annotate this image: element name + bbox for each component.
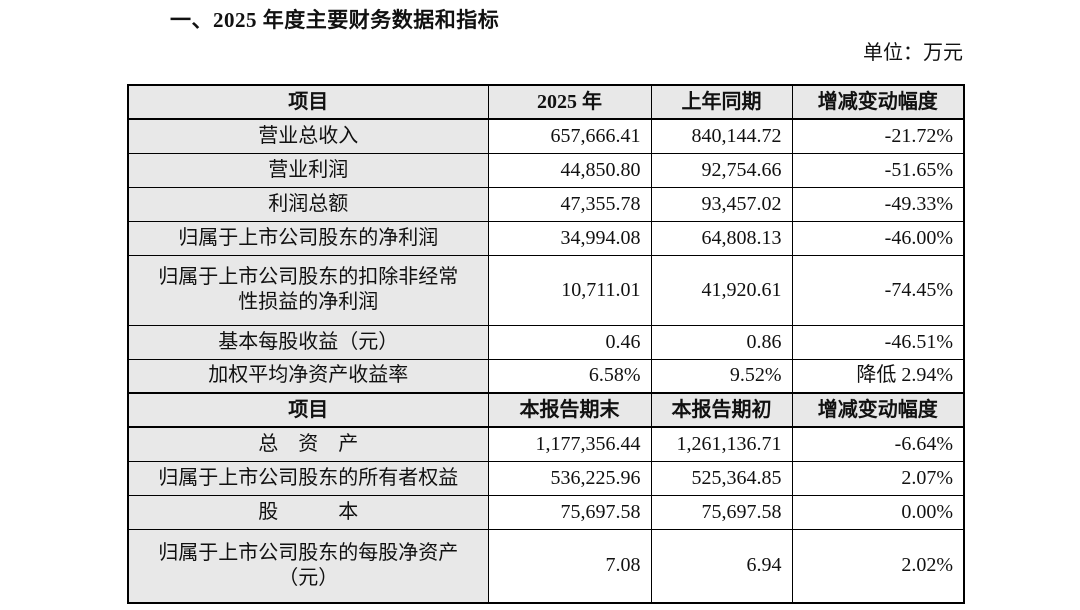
section-title: 一、2025 年度主要财务数据和指标 (170, 8, 500, 32)
table2-header-item: 项目 (127, 392, 489, 428)
table1-header-change: 增减变动幅度 (791, 84, 965, 120)
value-cell-current: 1,177,356.44 (487, 426, 652, 462)
item-cell: 股 本 (127, 494, 489, 530)
value-cell-change: -74.45% (791, 254, 965, 326)
table-row-weighted-avg-roe: 加权平均净资产收益率 6.58% 9.52% 降低 2.94% (127, 358, 965, 394)
value-cell-change: -21.72% (791, 118, 965, 154)
value-cell-prior: 93,457.02 (650, 186, 793, 222)
value-cell-current: 0.46 (487, 324, 652, 360)
table1-header-row: 项目 2025 年 上年同期 增减变动幅度 (127, 84, 965, 120)
value-cell-current: 34,994.08 (487, 220, 652, 256)
value-cell-prior: 6.94 (650, 528, 793, 604)
table-row-total-profit: 利润总额 47,355.78 93,457.02 -49.33% (127, 186, 965, 222)
value-cell-prior: 840,144.72 (650, 118, 793, 154)
item-cell: 营业总收入 (127, 118, 489, 154)
table-row-basic-eps: 基本每股收益（元） 0.46 0.86 -46.51% (127, 324, 965, 360)
value-cell-prior: 41,920.61 (650, 254, 793, 326)
table-row-total-assets: 总 资 产 1,177,356.44 1,261,136.71 -6.64% (127, 426, 965, 462)
table1-header-current: 2025 年 (487, 84, 652, 120)
value-cell-current: 7.08 (487, 528, 652, 604)
table-row-operating-profit: 营业利润 44,850.80 92,754.66 -51.65% (127, 152, 965, 188)
item-cell: 归属于上市公司股东的净利润 (127, 220, 489, 256)
item-cell: 营业利润 (127, 152, 489, 188)
value-cell-current: 6.58% (487, 358, 652, 394)
unit-label: 单位：万元 (863, 42, 963, 64)
value-cell-change: 降低 2.94% (791, 358, 965, 394)
item-cell: 归属于上市公司股东的每股净资产 （元） (127, 528, 489, 604)
value-cell-prior: 0.86 (650, 324, 793, 360)
financial-indicators-table: 项目 2025 年 上年同期 增减变动幅度 营业总收入 657,666.41 8… (127, 84, 965, 604)
table-row-net-profit-excl-nonrecurring: 归属于上市公司股东的扣除非经常 性损益的净利润 10,711.01 41,920… (127, 254, 965, 326)
value-cell-prior: 75,697.58 (650, 494, 793, 530)
value-cell-change: -6.64% (791, 426, 965, 462)
value-cell-current: 536,225.96 (487, 460, 652, 496)
item-cell: 归属于上市公司股东的扣除非经常 性损益的净利润 (127, 254, 489, 326)
value-cell-current: 75,697.58 (487, 494, 652, 530)
value-cell-current: 657,666.41 (487, 118, 652, 154)
item-cell: 基本每股收益（元） (127, 324, 489, 360)
item-cell: 归属于上市公司股东的所有者权益 (127, 460, 489, 496)
value-cell-prior: 9.52% (650, 358, 793, 394)
value-cell-change: -46.00% (791, 220, 965, 256)
value-cell-change: 2.02% (791, 528, 965, 604)
table1-header-prior: 上年同期 (650, 84, 793, 120)
table-row-total-revenue: 营业总收入 657,666.41 840,144.72 -21.72% (127, 118, 965, 154)
table1-header-item: 项目 (127, 84, 489, 120)
value-cell-current: 44,850.80 (487, 152, 652, 188)
value-cell-current: 10,711.01 (487, 254, 652, 326)
table-row-net-assets-per-share: 归属于上市公司股东的每股净资产 （元） 7.08 6.94 2.02% (127, 528, 965, 604)
value-cell-change: -49.33% (791, 186, 965, 222)
value-cell-current: 47,355.78 (487, 186, 652, 222)
table2-header-change: 增减变动幅度 (791, 392, 965, 428)
value-cell-change: -46.51% (791, 324, 965, 360)
table2-header-row: 项目 本报告期末 本报告期初 增减变动幅度 (127, 392, 965, 428)
value-cell-change: -51.65% (791, 152, 965, 188)
table2-header-period-end: 本报告期末 (487, 392, 652, 428)
table-row-share-capital: 股 本 75,697.58 75,697.58 0.00% (127, 494, 965, 530)
item-cell: 总 资 产 (127, 426, 489, 462)
value-cell-prior: 92,754.66 (650, 152, 793, 188)
table-row-owners-equity: 归属于上市公司股东的所有者权益 536,225.96 525,364.85 2.… (127, 460, 965, 496)
item-cell: 加权平均净资产收益率 (127, 358, 489, 394)
value-cell-prior: 64,808.13 (650, 220, 793, 256)
value-cell-change: 0.00% (791, 494, 965, 530)
value-cell-prior: 1,261,136.71 (650, 426, 793, 462)
table2-header-period-begin: 本报告期初 (650, 392, 793, 428)
item-cell: 利润总额 (127, 186, 489, 222)
table-row-net-profit: 归属于上市公司股东的净利润 34,994.08 64,808.13 -46.00… (127, 220, 965, 256)
value-cell-change: 2.07% (791, 460, 965, 496)
value-cell-prior: 525,364.85 (650, 460, 793, 496)
